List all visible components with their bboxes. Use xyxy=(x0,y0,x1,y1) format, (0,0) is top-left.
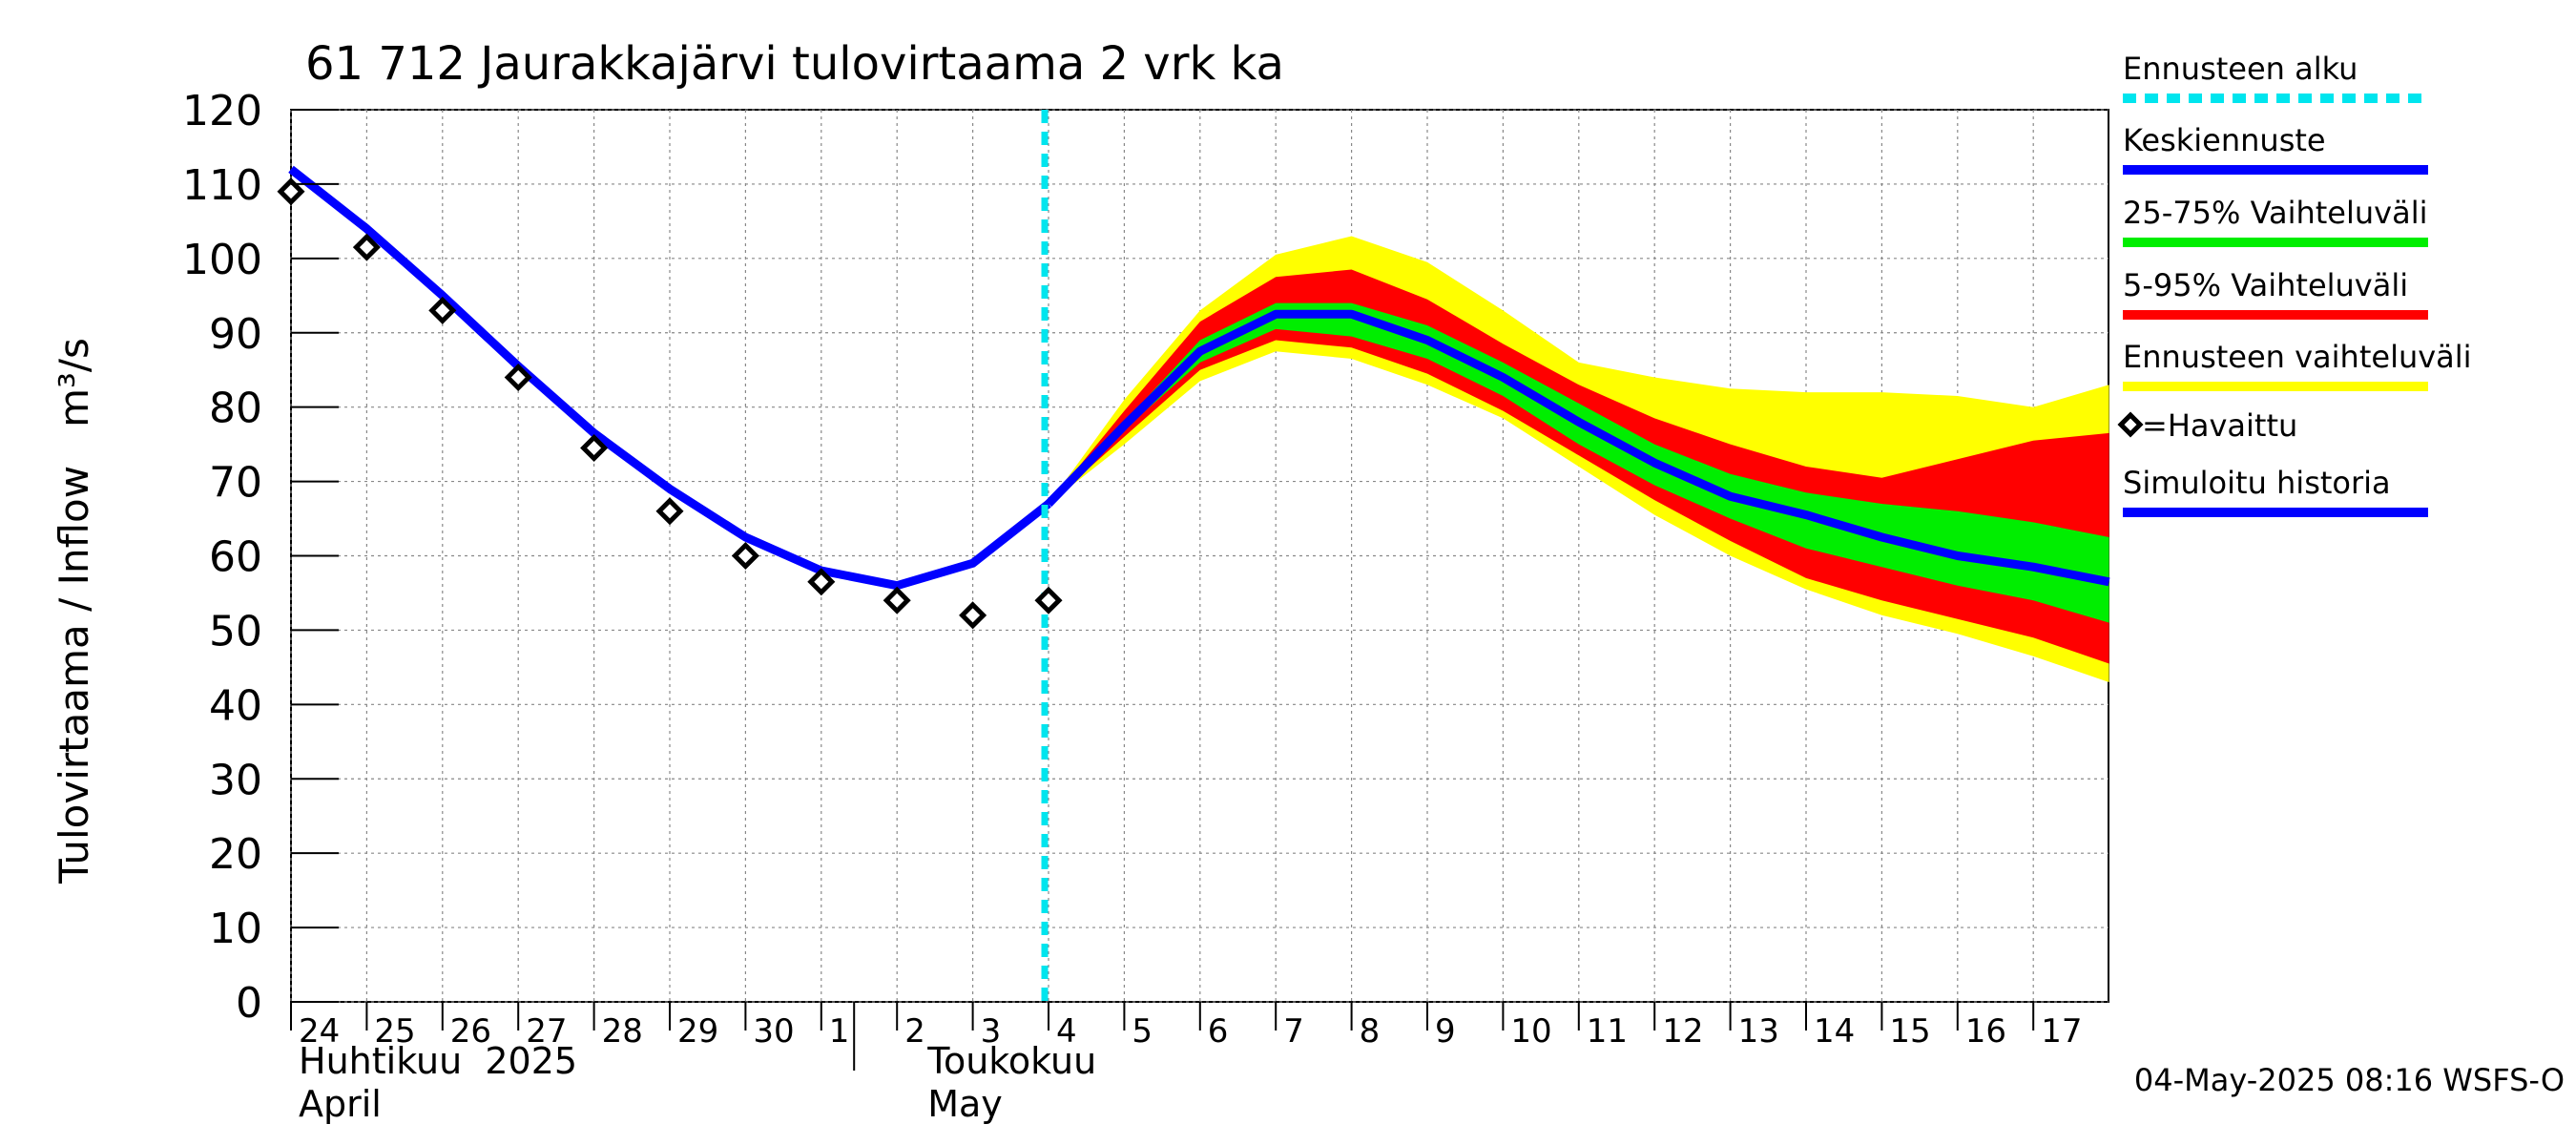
mean-forecast-line xyxy=(1045,309,2110,587)
legend-label: Simuloitu historia xyxy=(2123,465,2391,501)
band-5-95 xyxy=(1049,269,2109,664)
x-tick-label: 2 xyxy=(904,1012,925,1051)
x-tick-label: 9 xyxy=(1435,1012,1456,1051)
x-tick-label: 26 xyxy=(450,1012,491,1051)
month-label-en: April xyxy=(299,1083,382,1125)
y-tick-label: 100 xyxy=(182,236,262,284)
legend-label: 5-95% Vaihteluväli xyxy=(2123,267,2408,303)
x-tick-label: 28 xyxy=(602,1012,643,1051)
x-tick-label: 11 xyxy=(1587,1012,1628,1051)
y-tick-label: 0 xyxy=(236,979,262,1028)
footer-timestamp: 04-May-2025 08:16 WSFS-O xyxy=(2134,1062,2565,1098)
x-tick-label: 7 xyxy=(1283,1012,1304,1051)
y-axis-label: Tulovirtaama / Inflow m³/s xyxy=(51,338,97,885)
y-tick-label: 80 xyxy=(209,385,262,433)
observed-point xyxy=(883,586,911,614)
observed-point xyxy=(428,296,457,324)
y-tick-label: 90 xyxy=(209,310,262,359)
month-label-en: May xyxy=(927,1083,1003,1125)
band-25-75 xyxy=(1049,302,2109,623)
x-tick-label: 10 xyxy=(1510,1012,1551,1051)
x-tick-label: 16 xyxy=(1965,1012,2006,1051)
x-tick-label: 17 xyxy=(2041,1012,2082,1051)
x-tick-label: 14 xyxy=(1814,1012,1855,1051)
x-axis: 24 25 26 27 28 29 30 1 2 3 4 5 6 7 8 9 10 11 12 13 14 15 16 17H… xyxy=(290,1002,2082,1125)
simulated-history-line xyxy=(288,165,1051,591)
x-tick-label: 25 xyxy=(374,1012,415,1051)
x-tick-label: 29 xyxy=(677,1012,718,1051)
legend: Ennusteen alku Keskiennuste 25-75% Vaihtel… xyxy=(2117,51,2472,517)
observed-point xyxy=(580,433,609,463)
observed-point xyxy=(731,541,759,571)
legend-label: Keskiennuste xyxy=(2123,122,2326,158)
observed-point xyxy=(277,177,305,206)
x-tick-label: 8 xyxy=(1360,1012,1381,1051)
legend-label: 25-75% Vaihteluväli xyxy=(2123,195,2427,231)
x-tick-label: 4 xyxy=(1056,1012,1077,1051)
observed-point xyxy=(655,497,684,526)
y-tick-label: 60 xyxy=(209,533,262,582)
chart-title: 61 712 Jaurakkajärvi tulovirtaama 2 vrk … xyxy=(305,37,1284,91)
y-tick-label: 70 xyxy=(209,459,262,508)
y-tick-label: 110 xyxy=(182,161,262,210)
legend-label: =Havaittu xyxy=(2142,407,2297,444)
y-tick-label: 20 xyxy=(209,830,262,879)
y-tick-label: 50 xyxy=(209,607,262,656)
plot-area xyxy=(277,109,2110,1003)
x-tick-label: 5 xyxy=(1132,1012,1153,1051)
y-tick-label: 10 xyxy=(209,905,262,953)
x-tick-label: 13 xyxy=(1738,1012,1779,1051)
legend-label: Ennusteen alku xyxy=(2123,51,2358,87)
observed-point xyxy=(959,601,987,630)
x-tick-label: 12 xyxy=(1662,1012,1703,1051)
y-tick-label: 40 xyxy=(209,681,262,730)
legend-label: Ennusteen vaihteluväli xyxy=(2123,339,2472,375)
x-tick-label: 3 xyxy=(981,1012,1002,1051)
x-tick-label: 30 xyxy=(753,1012,794,1051)
y-axis: 0 10 20 30 40 50 60 70 80 90 100 110 120 xyxy=(182,87,339,1028)
observed-point xyxy=(807,568,836,596)
y-tick-label: 120 xyxy=(182,87,262,135)
x-tick-label: 6 xyxy=(1208,1012,1229,1051)
legend-marker-observed xyxy=(2117,411,2144,438)
x-tick-label: 15 xyxy=(1889,1012,1930,1051)
observed-point xyxy=(1034,586,1063,614)
x-tick-label: 27 xyxy=(526,1012,567,1051)
y-tick-label: 30 xyxy=(209,756,262,804)
month-label: Toukokuu xyxy=(926,1040,1096,1082)
observed-point xyxy=(504,363,532,392)
x-tick-label: 24 xyxy=(299,1012,340,1051)
month-label: Huhtikuu 2025 xyxy=(299,1040,577,1082)
observed-point xyxy=(352,233,381,261)
x-tick-label: 1 xyxy=(829,1012,850,1051)
